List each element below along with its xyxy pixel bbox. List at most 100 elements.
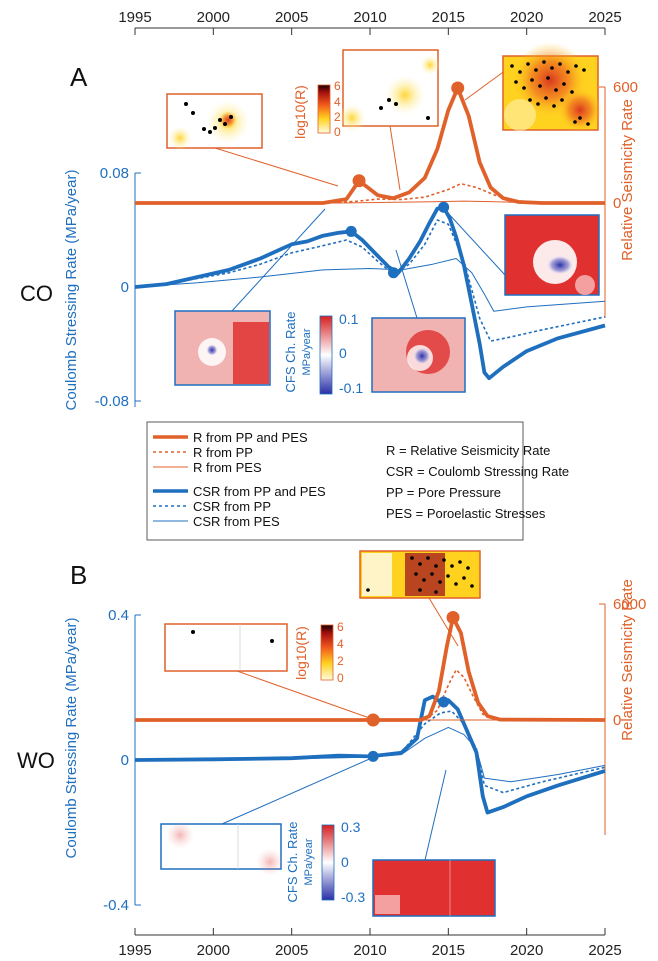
panel-b-stress-colorbar-unit: MPa/year <box>303 838 315 885</box>
panel-a-stress-map-2011 <box>371 249 466 393</box>
legend-entry: CSR from PP and PES <box>193 484 326 499</box>
legend-entry: CSR from PP <box>193 499 271 514</box>
right-tick-label: 6000 <box>613 596 646 613</box>
right-tick-label: 0 <box>613 195 621 212</box>
legend: R from PP and PES R from PP R from PES C… <box>146 421 569 541</box>
year-tick-label: 2000 <box>197 942 230 959</box>
panel-b-rate-colorbar: log10(R) 6 4 2 0 <box>293 620 344 685</box>
panel-a-stress-colorbar: CFS Ch. Rate MPa/year 0.1 0 -0.1 <box>283 311 363 396</box>
panel-a-rate-map-2011 <box>338 49 440 191</box>
left-tick-label: -0.4 <box>103 897 129 914</box>
legend-definition: CSR = Coulomb Stressing Rate <box>386 464 569 479</box>
csr-marker <box>388 267 399 279</box>
cb-tick: 0 <box>339 345 347 361</box>
panel-a-stress-colorbar-unit: MPa/year <box>301 328 313 375</box>
csr-marker <box>367 750 379 762</box>
panel-a-stress-colorbar-title: CFS Ch. Rate <box>283 312 298 393</box>
cb-tick: 4 <box>334 95 341 109</box>
legend-entry: R from PP and PES <box>193 430 308 445</box>
panel-a-rate-map-2015 <box>464 42 602 132</box>
panel-a-left-axis-label: Coulomb Stressing Rate (MPa/year) <box>63 170 80 411</box>
panel-b-stress-map-2015 <box>372 769 496 917</box>
rate-series-line <box>135 668 606 721</box>
legend-entry: CSR from PES <box>193 514 280 529</box>
panel-a-stress-map-2015 <box>446 211 600 296</box>
legend-definition: PES = Poroelastic Stresses <box>386 506 546 521</box>
cb-tick: -0.1 <box>339 380 363 396</box>
year-tick-label: 2020 <box>510 942 543 959</box>
year-tick-label: 2010 <box>353 942 386 959</box>
panel-b: B WO Coulomb Stressing Rate (MPa/year) R… <box>17 550 646 917</box>
panel-b-left-axis-label: Coulomb Stressing Rate (MPa/year) <box>63 618 80 859</box>
rate-marker <box>366 713 380 727</box>
right-tick-label: 600 <box>613 79 638 96</box>
rate-series-line <box>135 200 606 204</box>
panel-b-stress-map-2010 <box>160 756 375 876</box>
csr-series-line <box>134 205 606 381</box>
left-tick-label: -0.08 <box>95 393 129 410</box>
year-tick-label: 2015 <box>432 9 465 26</box>
cb-tick: -0.3 <box>341 889 365 905</box>
year-tick-label: 2015 <box>432 942 465 959</box>
left-tick-label: 0 <box>121 279 129 296</box>
year-tick-label: 2020 <box>510 9 543 26</box>
legend-definition: R = Relative Seismicity Rate <box>386 443 550 458</box>
cb-tick: 0 <box>341 854 349 870</box>
csr-series-line <box>134 258 606 312</box>
panel-b-stress-colorbar-title: CFS Ch. Rate <box>285 822 300 903</box>
legend-entry: R from PP <box>193 445 253 460</box>
legend-entry: R from PES <box>193 460 262 475</box>
rate-marker <box>352 174 366 188</box>
panel-b-stress-colorbar: CFS Ch. Rate MPa/year 0.3 0 -0.3 <box>285 819 365 905</box>
right-tick-label: 0 <box>613 712 621 729</box>
left-tick-label: 0.4 <box>108 607 129 624</box>
panel-a-label: A <box>70 62 88 92</box>
rate-series-line <box>135 182 606 204</box>
panel-b-label: B <box>70 560 87 590</box>
csr-series-line <box>134 710 606 794</box>
panel-a-series <box>134 81 606 381</box>
panel-b-rate-map-2015 <box>359 550 481 647</box>
legend-box <box>146 421 524 541</box>
cb-tick: 0.3 <box>341 819 361 835</box>
panel-b-region-label: WO <box>17 748 55 773</box>
panel-a-right-axis-label: Relative Seismicity Rate <box>619 99 636 261</box>
left-tick-label: 0 <box>121 752 129 769</box>
panel-b-right-axis-label: Relative Seismicity Rate <box>619 579 636 741</box>
cb-tick: 2 <box>334 110 341 124</box>
csr-marker <box>345 225 357 237</box>
panel-a-rate-colorbar: log10(R) 6 4 2 0 <box>292 79 341 139</box>
cb-tick: 0 <box>334 125 341 139</box>
legend-definition: PP = Pore Pressure <box>386 485 501 500</box>
year-tick-label: 1995 <box>118 942 151 959</box>
cb-tick: 6 <box>337 620 344 634</box>
cb-tick: 0 <box>337 671 344 685</box>
cb-tick: 6 <box>334 79 341 93</box>
rate-marker <box>451 81 465 95</box>
panel-a-stress-map-2008 <box>174 208 326 386</box>
panel-b-series <box>134 611 606 815</box>
panel-a-rate-map-2009 <box>166 93 339 187</box>
panel-a: A CO Coulomb Stressing Rate (MPa/year) R… <box>20 42 638 410</box>
panel-b-rate-map-2010 <box>164 623 376 721</box>
csr-series-line <box>134 726 606 783</box>
year-tick-label: 2000 <box>197 9 230 26</box>
panel-a-region-label: CO <box>20 281 53 306</box>
cb-tick: 0.1 <box>339 311 359 327</box>
panel-a-rate-colorbar-title: log10(R) <box>292 85 308 139</box>
year-tick-label: 2005 <box>275 9 308 26</box>
rate-marker <box>446 611 460 625</box>
csr-marker <box>438 696 450 708</box>
left-tick-label: 0.08 <box>100 165 129 182</box>
year-tick-label: 2025 <box>588 9 621 26</box>
cb-tick: 2 <box>337 654 344 668</box>
year-tick-label: 2025 <box>588 942 621 959</box>
year-tick-label: 2005 <box>275 942 308 959</box>
bottom-year-axis: 1995 2000 2005 2010 2015 2020 2025 <box>118 928 622 959</box>
panel-b-rate-colorbar-title: log10(R) <box>293 626 309 680</box>
csr-marker <box>438 201 450 213</box>
year-tick-label: 2010 <box>353 9 386 26</box>
top-year-axis: 1995 2000 2005 2010 2015 2020 2025 <box>118 9 622 35</box>
year-tick-label: 1995 <box>118 9 151 26</box>
